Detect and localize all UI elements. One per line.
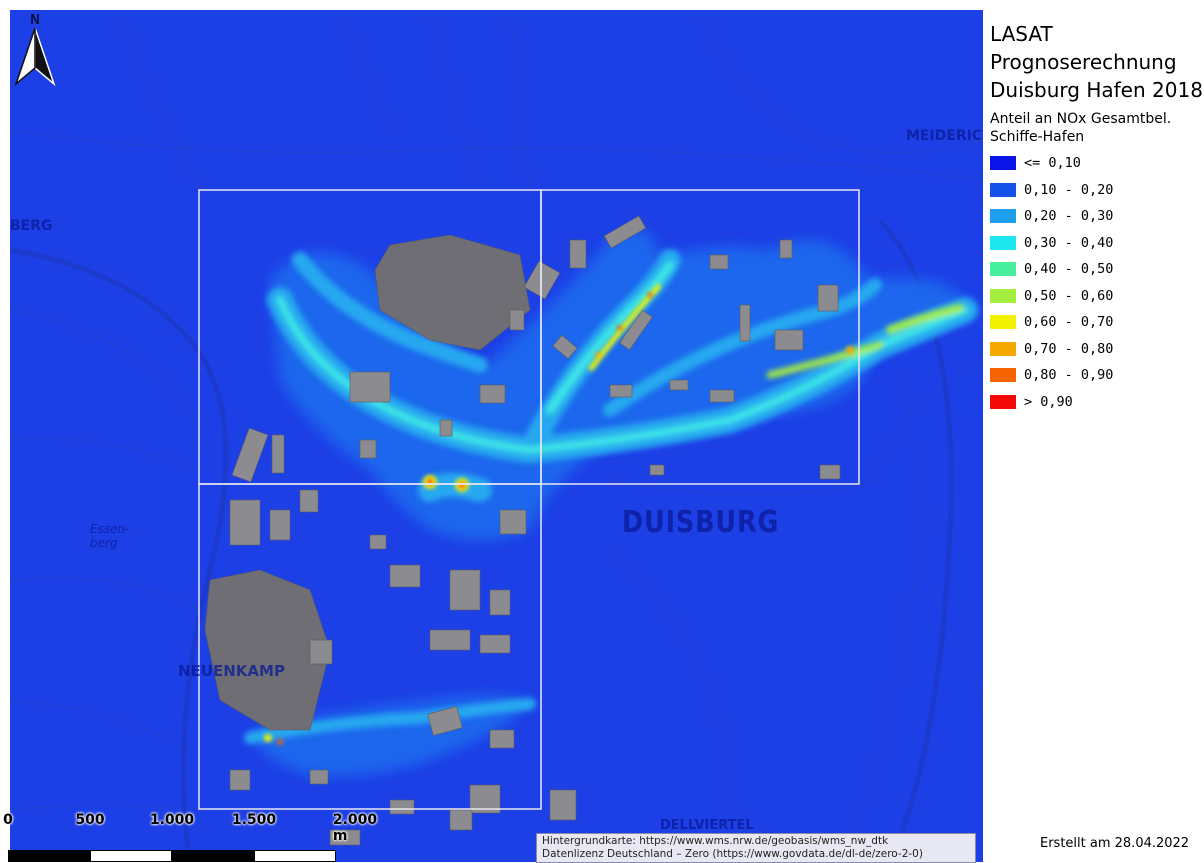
- legend-swatch: [990, 394, 1016, 409]
- legend-title-line-2: Prognoserechnung: [990, 50, 1177, 74]
- legend-label: 0,20 - 0,30: [1024, 208, 1114, 225]
- scale-tick-1500: 1.500: [231, 812, 277, 828]
- legend-title-line-3: Duisburg Hafen 2018: [990, 78, 1203, 102]
- legend-label: 0,80 - 0,90: [1024, 367, 1114, 384]
- plume-hotspots: [264, 283, 854, 745]
- legend-item: <= 0,10: [990, 150, 1204, 177]
- north-arrow-icon: N: [14, 13, 56, 87]
- scale-segment-4: [254, 850, 336, 862]
- legend-item: 0,30 - 0,40: [990, 230, 1204, 257]
- legend-item: 0,70 - 0,80: [990, 336, 1204, 363]
- grid-frames: [198, 189, 860, 810]
- legend-swatch: [990, 315, 1016, 330]
- legend-label: 0,50 - 0,60: [1024, 287, 1114, 304]
- north-label: N: [30, 13, 40, 28]
- attribution-line-1: Hintergrundkarte: https://www.wms.nrw.de…: [542, 835, 889, 847]
- attribution-box: Hintergrundkarte: https://www.wms.nrw.de…: [536, 833, 976, 863]
- scale-tick-2000: 2.000 m: [332, 812, 378, 844]
- place-label-neuenkamp: NEUENKAMP: [178, 662, 285, 680]
- legend-label: <= 0,10: [1024, 155, 1081, 172]
- legend-label: 0,30 - 0,40: [1024, 234, 1114, 251]
- legend-title: LASAT Prognoserechnung Duisburg Hafen 20…: [990, 20, 1204, 104]
- place-label-berg: BERG: [10, 218, 53, 234]
- background-streets: [10, 10, 983, 862]
- legend-item: 0,60 - 0,70: [990, 309, 1204, 336]
- place-label-dellviertel: DELLVIERTEL: [660, 818, 754, 833]
- legend-item: 0,20 - 0,30: [990, 203, 1204, 230]
- legend-item: > 0,90: [990, 389, 1204, 416]
- legend-subtitle-line-1: Anteil an NOx Gesamtbel.: [990, 111, 1172, 127]
- legend-item: 0,40 - 0,50: [990, 256, 1204, 283]
- legend-swatch: [990, 235, 1016, 250]
- legend-label: > 0,90: [1024, 393, 1073, 410]
- legend: LASAT Prognoserechnung Duisburg Hafen 20…: [990, 20, 1204, 415]
- legend-swatch: [990, 288, 1016, 303]
- legend-subtitle-line-2: Schiffe-Hafen: [990, 129, 1085, 145]
- legend-label: 0,70 - 0,80: [1024, 340, 1114, 357]
- scale-tick-1000: 1.000: [149, 812, 195, 828]
- legend-item: 0,10 - 0,20: [990, 177, 1204, 204]
- legend-swatch: [990, 182, 1016, 197]
- legend-swatch: [990, 368, 1016, 383]
- legend-label: 0,40 - 0,50: [1024, 261, 1114, 278]
- scale-segment-2: [90, 850, 172, 862]
- place-label-essenberg: Essen- berg: [90, 522, 129, 550]
- legend-label: 0,10 - 0,20: [1024, 181, 1114, 198]
- created-date: Erstellt am 28.04.2022: [1040, 836, 1190, 851]
- legend-item: 0,50 - 0,60: [990, 283, 1204, 310]
- dispersion-map-graphic: [10, 10, 983, 862]
- legend-label: 0,60 - 0,70: [1024, 314, 1114, 331]
- scale-segment-3: [172, 850, 254, 862]
- buildings: [204, 215, 841, 846]
- place-label-meiderich: MEIDERICH: [906, 128, 983, 144]
- legend-swatch: [990, 156, 1016, 171]
- map-canvas[interactable]: DUISBURG NEUENKAMP MEIDERICH Essen- berg…: [10, 10, 983, 862]
- legend-swatch: [990, 341, 1016, 356]
- scale-segment-1: [8, 850, 90, 862]
- legend-item: 0,80 - 0,90: [990, 362, 1204, 389]
- legend-swatch: [990, 209, 1016, 224]
- legend-items: <= 0,10 0,10 - 0,20 0,20 - 0,30 0,30 - 0…: [990, 150, 1204, 415]
- scale-bar: 0 500 1.000 1.500 2.000 m: [0, 812, 380, 862]
- attribution-line-2: Datenlizenz Deutschland – Zero (https://…: [542, 848, 923, 860]
- place-label-duisburg: DUISBURG: [622, 505, 780, 540]
- scale-tick-0: 0: [3, 812, 13, 828]
- scale-tick-500: 500: [75, 812, 105, 828]
- place-label-essenberg-line1: Essen-: [90, 522, 130, 536]
- legend-title-line-1: LASAT: [990, 22, 1053, 46]
- legend-subtitle: Anteil an NOx Gesamtbel. Schiffe-Hafen: [990, 110, 1204, 146]
- place-label-essenberg-line2: berg: [90, 536, 118, 550]
- legend-swatch: [990, 262, 1016, 277]
